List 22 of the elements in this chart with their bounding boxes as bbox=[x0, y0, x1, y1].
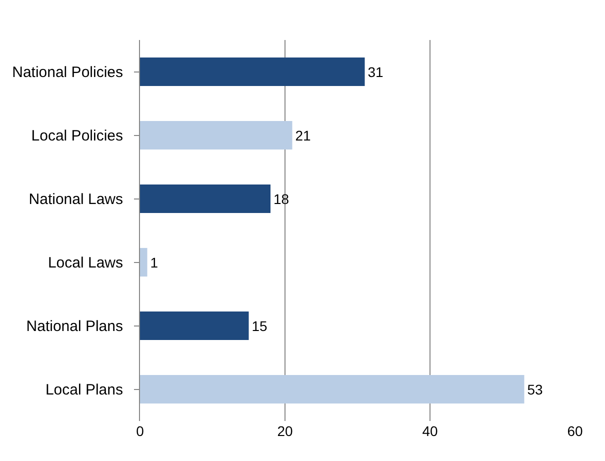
x-tick-label: 40 bbox=[422, 423, 438, 439]
x-tick-label: 20 bbox=[277, 423, 293, 439]
data-label: 53 bbox=[527, 381, 544, 398]
x-tick-label: 0 bbox=[136, 423, 144, 439]
bar bbox=[140, 120, 292, 150]
bar bbox=[140, 374, 524, 404]
data-label: 31 bbox=[368, 64, 384, 80]
y-tick-label: National Plans bbox=[26, 318, 123, 335]
y-tick-label: Local Laws bbox=[48, 254, 123, 272]
bar bbox=[140, 57, 365, 86]
bar bbox=[140, 248, 148, 277]
y-tick-label: National Laws bbox=[28, 191, 123, 208]
x-tick-label: 60 bbox=[567, 423, 583, 439]
data-label: 1 bbox=[150, 254, 158, 270]
bar bbox=[140, 184, 270, 214]
y-tick-label: Local Policies bbox=[31, 128, 123, 144]
data-label: 21 bbox=[295, 127, 312, 144]
y-tick-label: Local Plans bbox=[45, 382, 123, 398]
data-label: 18 bbox=[274, 190, 290, 207]
data-label: 15 bbox=[252, 318, 268, 334]
y-tick-label: National Policies bbox=[12, 64, 123, 81]
bar bbox=[140, 311, 249, 340]
